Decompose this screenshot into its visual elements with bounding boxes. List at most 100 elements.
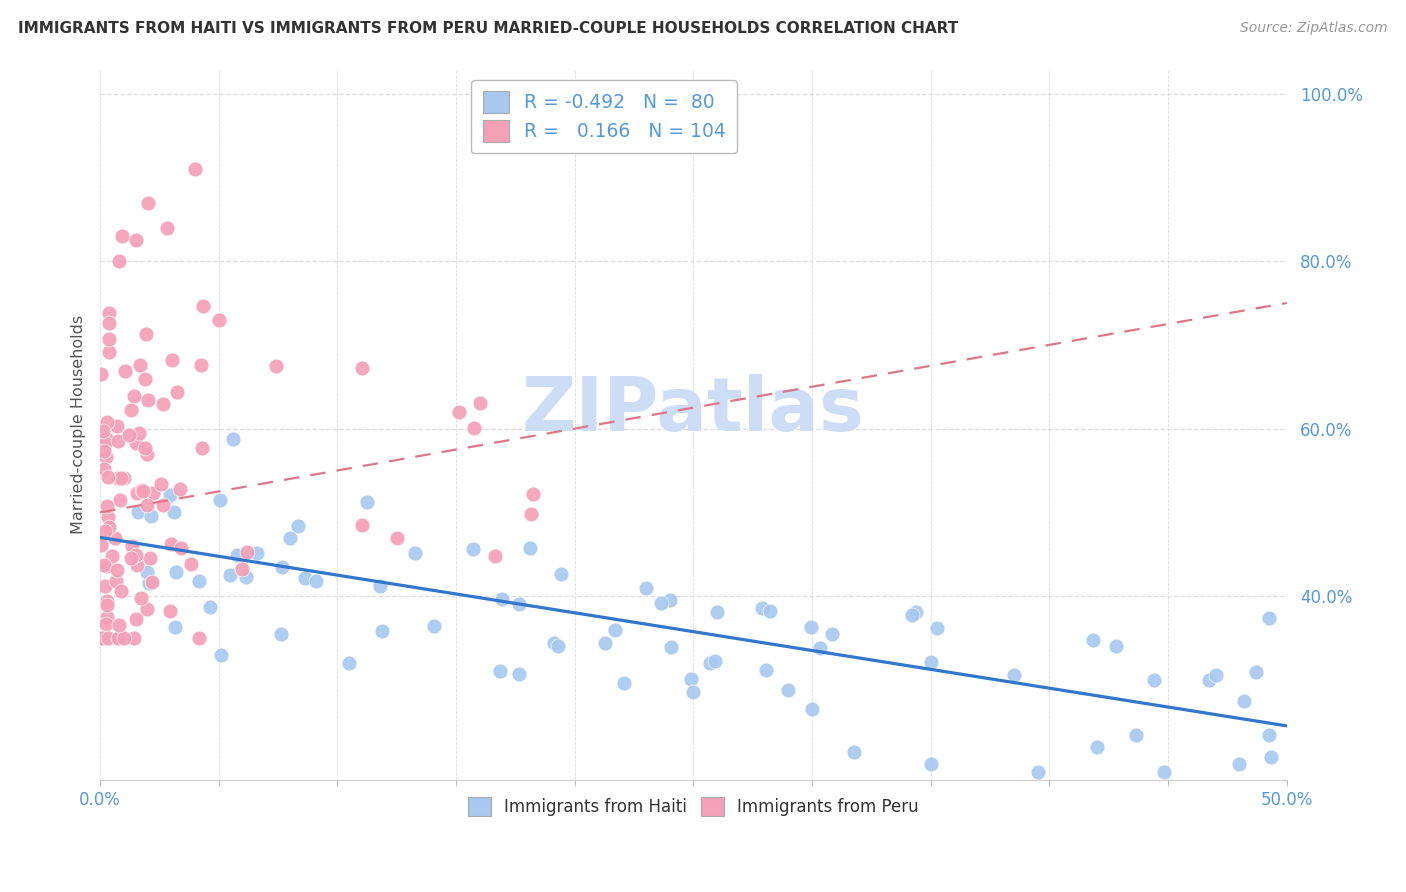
Point [90, 368, 112, 382]
Point [484, 549, 506, 563]
Point [605, 624, 627, 638]
Point [191, 298, 214, 312]
Point [808, 640, 831, 655]
Point [132, 483, 155, 498]
Point [209, 493, 232, 508]
Point [266, 359, 288, 373]
Point [226, 548, 249, 562]
Text: Source: ZipAtlas.com: Source: ZipAtlas.com [1240, 21, 1388, 36]
Point [160, 537, 183, 551]
Point [699, 657, 721, 671]
Point [96, 559, 118, 574]
Point [104, 531, 127, 545]
Point [1143, 673, 1166, 688]
Point [682, 685, 704, 699]
Point [127, 505, 149, 519]
Point [180, 557, 202, 571]
Point [110, 583, 132, 598]
Text: ZIPatlas: ZIPatlas [522, 374, 865, 447]
Point [100, 549, 122, 563]
Point [93, 558, 115, 572]
Point [96, 594, 118, 608]
Point [371, 624, 394, 638]
Point [184, 161, 207, 176]
Point [111, 229, 134, 244]
Point [94, 579, 117, 593]
Point [112, 471, 135, 485]
Point [1085, 739, 1108, 754]
Point [93, 444, 115, 458]
Point [800, 620, 823, 634]
Point [508, 667, 530, 681]
Point [128, 358, 150, 372]
Point [287, 519, 309, 533]
Point [337, 656, 360, 670]
Point [121, 539, 143, 553]
Point [159, 487, 181, 501]
Point [97, 520, 120, 534]
Point [1257, 611, 1279, 625]
Point [1153, 764, 1175, 779]
Point [134, 441, 156, 455]
Point [108, 618, 131, 632]
Point [447, 405, 470, 419]
Point [463, 541, 485, 556]
Point [93, 436, 115, 450]
Point [170, 541, 193, 555]
Point [135, 326, 157, 341]
Point [550, 566, 572, 581]
Point [245, 545, 267, 559]
Point [127, 486, 149, 500]
Point [120, 402, 142, 417]
Point [280, 531, 302, 545]
Point [98, 316, 121, 330]
Point [1104, 639, 1126, 653]
Point [131, 483, 153, 497]
Point [134, 371, 156, 385]
Point [149, 476, 172, 491]
Point [94, 450, 117, 464]
Point [122, 631, 145, 645]
Point [755, 663, 778, 677]
Point [491, 592, 513, 607]
Text: IMMIGRANTS FROM HAITI VS IMMIGRANTS FROM PERU MARRIED-COUPLE HOUSEHOLDS CORRELAT: IMMIGRANTS FROM HAITI VS IMMIGRANTS FROM… [18, 21, 959, 37]
Point [129, 591, 152, 605]
Legend: Immigrants from Haiti, Immigrants from Peru: Immigrants from Haiti, Immigrants from P… [458, 788, 928, 825]
Point [751, 600, 773, 615]
Point [404, 546, 426, 560]
Point [681, 672, 703, 686]
Point [1227, 756, 1250, 771]
Point [759, 604, 782, 618]
Point [97, 509, 120, 524]
Point [776, 683, 799, 698]
Point [136, 447, 159, 461]
Point [98, 332, 121, 346]
Point [209, 648, 232, 662]
Point [658, 592, 681, 607]
Point [368, 579, 391, 593]
Point [108, 254, 131, 268]
Point [96, 499, 118, 513]
Point [352, 361, 374, 376]
Point [141, 509, 163, 524]
Point [91, 631, 114, 645]
Point [141, 575, 163, 590]
Point [463, 421, 485, 435]
Point [163, 505, 186, 519]
Point [96, 609, 118, 624]
Point [166, 385, 188, 400]
Point [91, 424, 114, 438]
Point [356, 494, 378, 508]
Point [1205, 668, 1227, 682]
Point [165, 565, 187, 579]
Point [120, 550, 142, 565]
Point [188, 574, 211, 589]
Point [98, 305, 121, 319]
Point [96, 415, 118, 429]
Point [844, 745, 866, 759]
Point [114, 364, 136, 378]
Point [105, 563, 128, 577]
Point [235, 545, 257, 559]
Point [198, 600, 221, 615]
Point [190, 358, 212, 372]
